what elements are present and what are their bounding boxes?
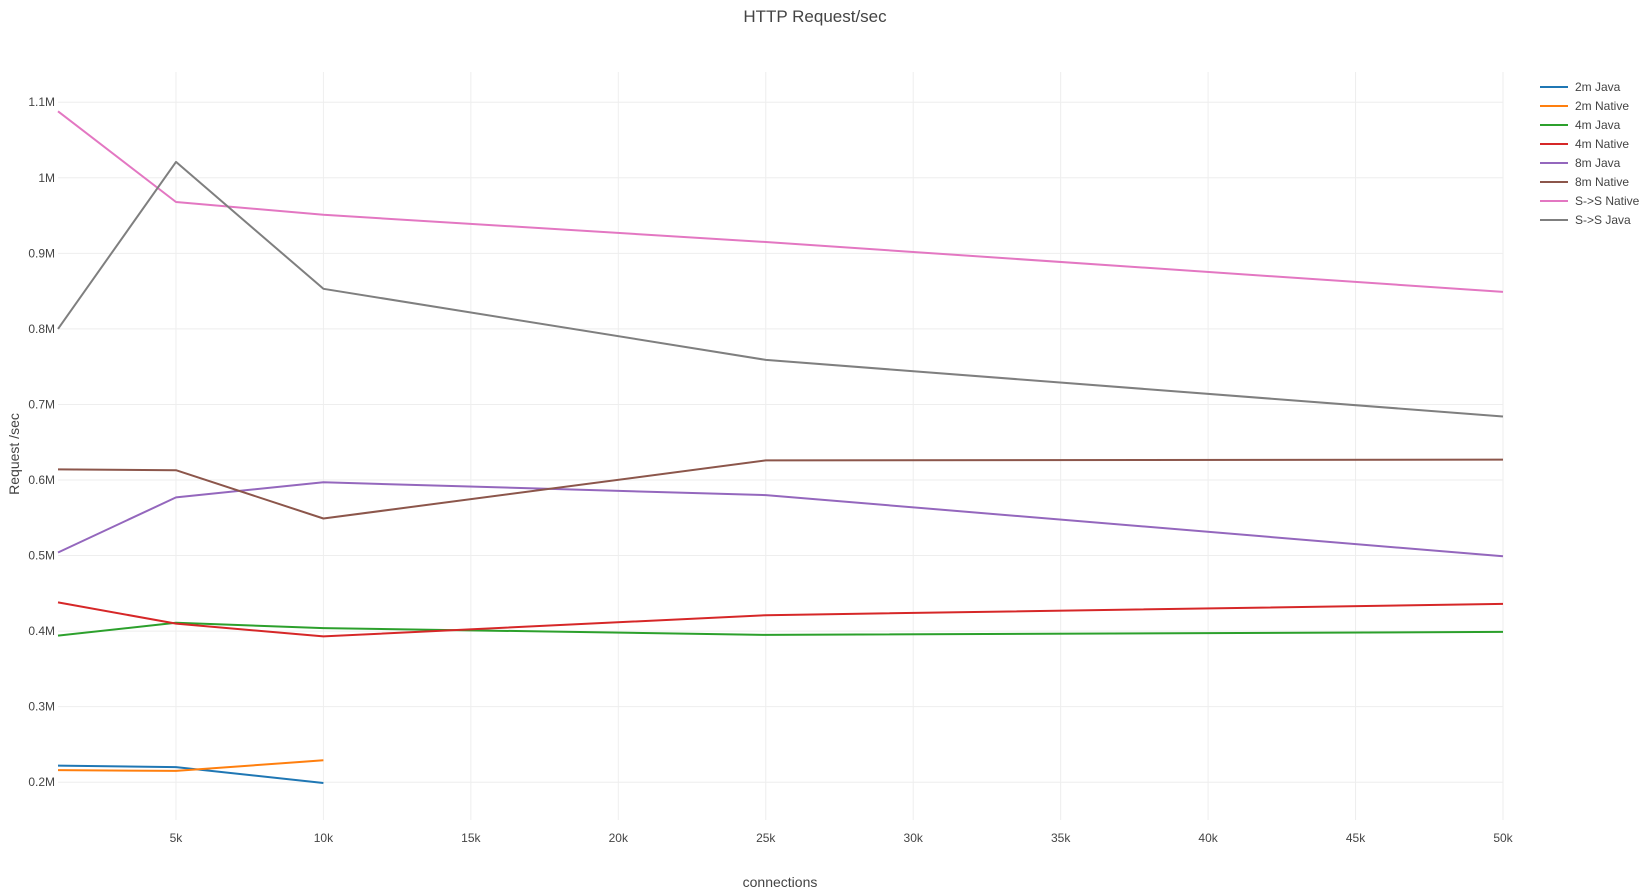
x-tick-label: 35k bbox=[1051, 831, 1071, 845]
x-tick-label: 50k bbox=[1493, 831, 1513, 845]
series-line-s-s-native bbox=[57, 110, 1504, 293]
series-line-2m-native bbox=[57, 759, 324, 772]
legend-label-s-s-java: S->S Java bbox=[1575, 213, 1631, 227]
legend-label-4m-native: 4m Native bbox=[1575, 137, 1629, 151]
series-line-4m-native bbox=[57, 601, 1504, 638]
y-axis-ticks: 0.2M 0.3M 0.4M 0.5M 0.6M 0.7M 0.8M 0.9M 1M 1.1M bbox=[28, 95, 55, 789]
y-tick-label: 1.1M bbox=[28, 95, 55, 109]
series-line-2m-java bbox=[57, 764, 324, 784]
legend-label-4m-java: 4m Java bbox=[1575, 118, 1621, 132]
legend-label-8m-native: 8m Native bbox=[1575, 175, 1629, 189]
plot-area bbox=[57, 110, 1504, 784]
legend-label-s-s-native: S->S Native bbox=[1575, 194, 1640, 208]
x-tick-label: 15k bbox=[461, 831, 481, 845]
x-tick-label: 10k bbox=[314, 831, 334, 845]
series-line-8m-native bbox=[57, 458, 1504, 520]
series-line-s-s-java bbox=[57, 160, 1504, 418]
y-tick-label: 0.3M bbox=[28, 700, 55, 714]
x-axis-ticks: 5k 10k 15k 20k 25k 30k 35k 40k 45k 50k bbox=[170, 831, 1514, 845]
legend-label-2m-java: 2m Java bbox=[1575, 80, 1621, 94]
y-tick-label: 0.4M bbox=[28, 624, 55, 638]
y-tick-label: 1M bbox=[38, 171, 55, 185]
series-line-8m-java bbox=[57, 481, 1504, 558]
x-axis-title: connections bbox=[743, 874, 818, 890]
x-tick-label: 40k bbox=[1198, 831, 1218, 845]
chart-title: HTTP Request/sec bbox=[743, 7, 887, 26]
y-tick-label: 0.6M bbox=[28, 473, 55, 487]
x-tick-label: 20k bbox=[609, 831, 629, 845]
legend-label-2m-native: 2m Native bbox=[1575, 99, 1629, 113]
y-tick-label: 0.7M bbox=[28, 397, 55, 411]
y-axis-title: Request /sec bbox=[6, 413, 22, 495]
grid bbox=[58, 72, 1504, 820]
x-tick-label: 30k bbox=[904, 831, 924, 845]
y-tick-label: 0.9M bbox=[28, 246, 55, 260]
y-tick-label: 0.5M bbox=[28, 549, 55, 563]
x-tick-label: 45k bbox=[1346, 831, 1366, 845]
legend: 2m Java 2m Native 4m Java 4m Native 8m Java 8… bbox=[1540, 80, 1640, 227]
x-tick-label: 25k bbox=[756, 831, 776, 845]
x-tick-label: 5k bbox=[170, 831, 184, 845]
y-tick-label: 0.2M bbox=[28, 775, 55, 789]
series-line-4m-java bbox=[57, 621, 1504, 637]
legend-label-8m-java: 8m Java bbox=[1575, 156, 1621, 170]
y-tick-label: 0.8M bbox=[28, 322, 55, 336]
